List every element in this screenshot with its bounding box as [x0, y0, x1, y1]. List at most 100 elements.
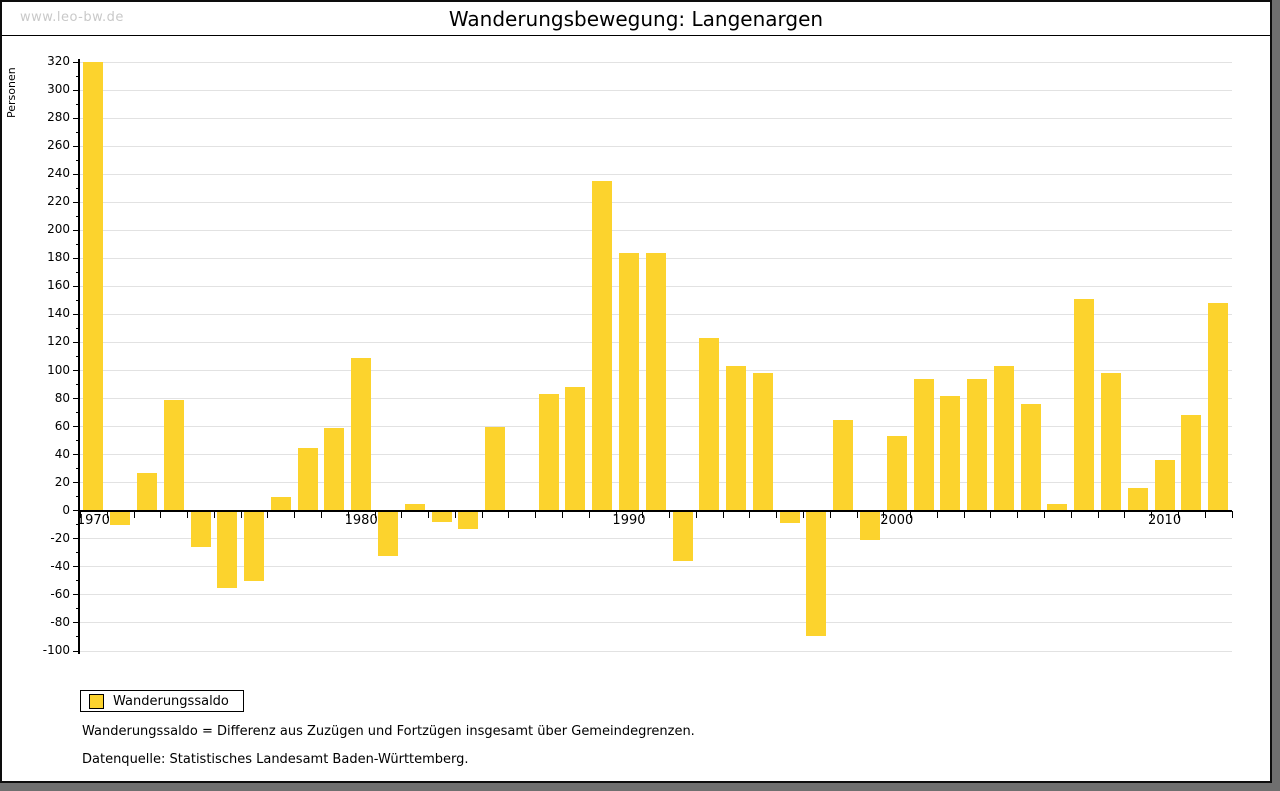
y-tick-label: 0	[62, 502, 70, 517]
footnote-definition: Wanderungssaldo = Differenz aus Zuzügen …	[82, 724, 695, 739]
y-gridline	[80, 145, 1232, 147]
bar-2000	[886, 436, 907, 511]
x-axis-tick	[1044, 510, 1046, 518]
y-axis-tick	[73, 173, 80, 175]
y-tick-label: 320	[47, 54, 70, 68]
x-tick-label-1970: 1970	[76, 512, 110, 528]
bar-1998	[833, 419, 854, 511]
bar-1976	[244, 510, 265, 581]
y-axis-tick	[73, 61, 80, 63]
y-gridline	[80, 89, 1232, 91]
bar-1979	[324, 428, 345, 511]
x-axis-tick	[1097, 510, 1099, 518]
x-axis-tick	[267, 510, 269, 518]
y-tick-label: 300	[47, 82, 70, 97]
y-tick-label: 40	[54, 446, 70, 461]
x-axis-tick	[669, 510, 671, 518]
y-gridline	[80, 650, 1232, 652]
x-axis-tick	[535, 510, 537, 518]
x-axis-tick	[749, 510, 751, 518]
x-axis-tick	[347, 510, 349, 518]
y-axis-tick	[73, 650, 80, 652]
x-axis-tick	[454, 510, 456, 518]
bar-2009	[1127, 488, 1148, 511]
bar-1973	[163, 399, 184, 511]
x-axis-tick	[1231, 510, 1233, 518]
bar-1996	[779, 510, 800, 524]
y-axis-tick	[73, 145, 80, 147]
x-axis-tick	[481, 510, 483, 518]
y-axis-tick	[73, 341, 80, 343]
y-tick-label: 80	[54, 390, 70, 405]
y-tick-label: -100	[42, 643, 70, 657]
legend-color-swatch	[89, 693, 104, 709]
y-gridline	[80, 566, 1232, 568]
y-tick-label: -60	[50, 586, 70, 601]
x-axis-tick	[776, 510, 778, 518]
bar-1989	[592, 181, 613, 511]
bar-2001	[913, 378, 934, 511]
x-axis-tick	[615, 510, 617, 518]
y-gridline	[80, 173, 1232, 175]
y-gridline	[80, 538, 1232, 540]
x-axis-tick	[936, 510, 938, 518]
y-axis-tick	[73, 117, 80, 119]
bar-1987	[538, 394, 559, 511]
x-axis-tick	[642, 510, 644, 518]
bar-1970	[83, 62, 104, 511]
bar-1992	[672, 510, 693, 562]
x-axis-tick	[588, 510, 590, 518]
bar-1985	[485, 426, 506, 511]
bar-1971	[110, 510, 131, 525]
y-gridline	[80, 201, 1232, 203]
x-axis-tick	[963, 510, 965, 518]
bar-2012	[1208, 303, 1229, 511]
y-axis-tick	[73, 285, 80, 287]
y-axis-tick	[73, 89, 80, 91]
page-title: Wanderungsbewegung: Langenargen	[448, 7, 824, 31]
bar-2005	[1020, 404, 1041, 511]
x-axis-tick	[160, 510, 162, 518]
x-axis-tick	[1070, 510, 1072, 518]
bar-1984	[458, 510, 479, 529]
y-axis-tick	[73, 566, 80, 568]
y-axis-tick	[73, 201, 80, 203]
bar-2008	[1100, 373, 1121, 511]
y-axis-tick	[73, 454, 80, 456]
bar-2002	[940, 395, 961, 511]
x-axis-tick	[80, 510, 81, 518]
y-tick-label: -40	[50, 558, 70, 573]
y-axis-tick	[73, 594, 80, 596]
bar-1972	[136, 472, 157, 511]
x-tick-label-2010: 2010	[1148, 512, 1182, 528]
y-axis-tick	[73, 426, 80, 428]
y-tick-label: -80	[50, 614, 70, 629]
bar-1978	[297, 447, 318, 511]
x-axis-tick	[1177, 510, 1179, 518]
y-tick-label: 180	[47, 250, 70, 265]
chart-header: www.leo-bw.de Wanderungsbewegung: Langen…	[2, 2, 1270, 36]
x-axis-tick	[990, 510, 992, 518]
y-tick-label: 160	[47, 278, 70, 293]
y-axis-tick	[73, 229, 80, 231]
y-axis-tick	[73, 313, 80, 315]
x-axis-tick	[722, 510, 724, 518]
x-axis-tick	[321, 510, 322, 518]
bar-1991	[645, 252, 666, 511]
y-tick-label: 220	[47, 194, 70, 209]
y-tick-label: 60	[54, 418, 70, 433]
bar-1999	[859, 510, 880, 541]
y-gridline	[80, 622, 1232, 624]
x-axis-tick	[428, 510, 430, 518]
bar-1993	[699, 338, 720, 511]
bar-1997	[806, 510, 827, 636]
x-tick-label-1980: 1980	[344, 512, 378, 528]
x-axis-tick	[294, 510, 296, 518]
bar-1995	[752, 373, 773, 511]
bar-1983	[431, 510, 452, 522]
x-axis-tick	[695, 510, 697, 518]
bar-2004	[993, 366, 1014, 511]
x-axis-tick	[803, 510, 805, 518]
y-tick-label: -20	[50, 530, 70, 545]
x-axis-tick	[829, 510, 831, 518]
